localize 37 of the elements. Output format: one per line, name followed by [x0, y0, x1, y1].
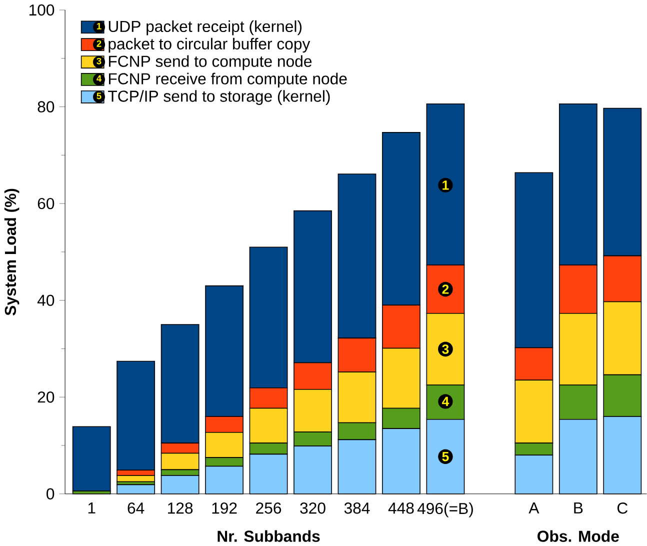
x-tick-label: 1 [88, 502, 96, 514]
x-tick-label: B [574, 502, 583, 514]
legend-label: FCNP receive from compute node [109, 72, 347, 88]
bar [72, 426, 111, 492]
x-tick-label: 64 [128, 502, 144, 514]
text: 5 [96, 92, 102, 100]
legend-label: FCNP send to compute node [109, 55, 312, 70]
y-tick-label: 20 [38, 391, 54, 403]
legend-label: UDP packet receipt (kernel) [108, 20, 302, 36]
legend-label: packet to circular buffer copy [108, 38, 310, 52]
y-tick-label: 60 [38, 198, 54, 209]
annotation: 1 [442, 180, 449, 190]
text: 4 [96, 75, 102, 82]
text: 3 [96, 58, 102, 64]
y-tick-label: 40 [37, 294, 54, 306]
x-tick-label: C [617, 502, 628, 514]
annotation: 2 [442, 284, 449, 294]
x-tick-label: 384 [344, 502, 370, 514]
text: 2 [96, 40, 102, 47]
text: Obs. Mode [538, 530, 619, 542]
x-tick-label: 448 [388, 502, 414, 514]
y-tick-label: 80 [38, 101, 54, 112]
x-tick-label: 128 [168, 502, 193, 514]
y-tick-label: 0 [46, 488, 54, 500]
x-tick-label: 496(=B) [417, 502, 473, 518]
x-tick-label: A [528, 502, 540, 514]
text: 1 [97, 22, 102, 30]
annotation: 4 [442, 396, 450, 406]
annotation: 3 [442, 344, 449, 354]
x-axis-title: Nr. Subbands [218, 530, 320, 542]
y-tick-label: 100 [29, 4, 54, 16]
x-tick-label: 192 [212, 502, 237, 514]
legend-label: TCP/IP send to storage (kernel) [108, 90, 330, 105]
y-axis-title: System Load (%) [4, 188, 20, 316]
x-tick-label: 320 [300, 502, 326, 514]
x-tick-label: 256 [256, 502, 282, 514]
annotation: 5 [442, 452, 449, 462]
